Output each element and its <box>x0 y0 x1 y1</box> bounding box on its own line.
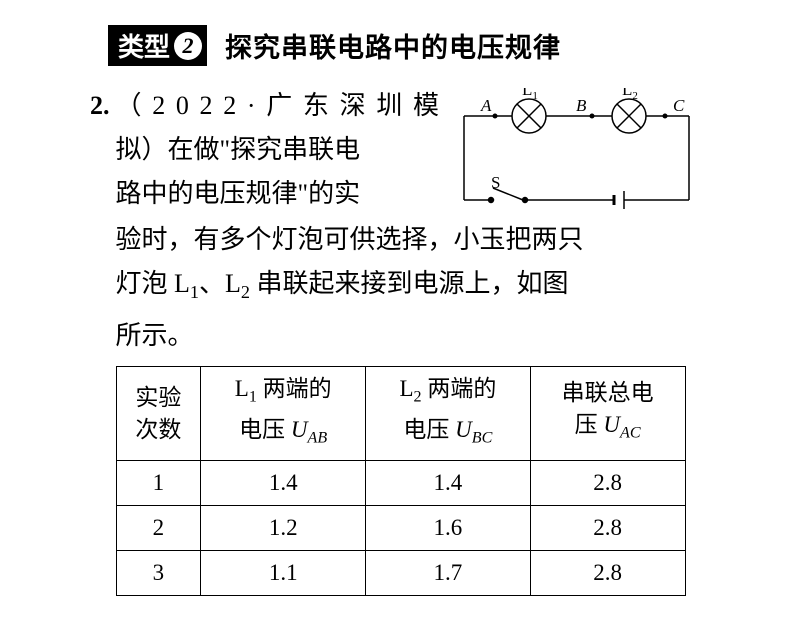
cell: 1.4 <box>366 461 531 506</box>
node-a: A <box>480 96 492 115</box>
table-row: 3 1.1 1.7 2.8 <box>116 551 685 596</box>
switch-label: S <box>491 173 500 192</box>
line2: 拟）在做"探究串联电 <box>116 128 440 172</box>
question-block: 2. （2022·广东深圳模 拟）在做"探究串联电 路中的电压规律"的实 <box>90 84 704 596</box>
continuation-text: 验时，有多个灯泡可供选择，小玉把两只 灯泡 L1、L2 串联起来接到电源上，如图… <box>116 218 705 358</box>
cell: 1.2 <box>201 506 366 551</box>
header-uab: L1 两端的 电压 UAB <box>201 367 366 461</box>
cell: 1.7 <box>366 551 531 596</box>
node-b: B <box>576 96 587 115</box>
cell: 2.8 <box>530 506 685 551</box>
table-row: 2 1.2 1.6 2.8 <box>116 506 685 551</box>
badge-label: 类型 <box>118 27 170 64</box>
question-body: （2022·广东深圳模 拟）在做"探究串联电 路中的电压规律"的实 <box>116 84 705 596</box>
line1: （2022·广东深圳模 <box>116 84 440 128</box>
badge-number: 2 <box>174 32 202 60</box>
text-circuit-row: （2022·广东深圳模 拟）在做"探究串联电 路中的电压规律"的实 <box>116 84 705 218</box>
cell: 1.6 <box>366 506 531 551</box>
header-uac: 串联总电 压 UAC <box>530 367 685 461</box>
circuit-diagram: A L1 B L2 C S <box>449 88 704 218</box>
line3: 路中的电压规律"的实 <box>116 172 440 216</box>
data-table: 实验次数 L1 两端的 电压 UAB L2 两端的 电压 UBC 串联总电 压 … <box>116 366 686 596</box>
node-c: C <box>673 96 685 115</box>
cell: 2.8 <box>530 461 685 506</box>
cell: 2 <box>116 506 201 551</box>
type-badge: 类型 2 <box>108 25 207 66</box>
section-header: 类型 2 探究串联电路中的电压规律 <box>108 25 704 66</box>
header-ubc: L2 两端的 电压 UBC <box>366 367 531 461</box>
rest-line3: 所示。 <box>116 314 705 358</box>
header-experiment: 实验次数 <box>116 367 201 461</box>
wrapped-text: （2022·广东深圳模 拟）在做"探究串联电 路中的电压规律"的实 <box>116 84 440 216</box>
cell: 3 <box>116 551 201 596</box>
table-header-row: 实验次数 L1 两端的 电压 UAB L2 两端的 电压 UBC 串联总电 压 … <box>116 367 685 461</box>
cell: 1.1 <box>201 551 366 596</box>
question-number: 2. <box>90 84 110 128</box>
table-row: 1 1.4 1.4 2.8 <box>116 461 685 506</box>
rest-line2: 灯泡 L1、L2 串联起来接到电源上，如图 <box>116 262 705 314</box>
cell: 1.4 <box>201 461 366 506</box>
section-title: 探究串联电路中的电压规律 <box>225 26 561 65</box>
cell: 1 <box>116 461 201 506</box>
rest-line1: 验时，有多个灯泡可供选择，小玉把两只 <box>116 218 705 262</box>
cell: 2.8 <box>530 551 685 596</box>
